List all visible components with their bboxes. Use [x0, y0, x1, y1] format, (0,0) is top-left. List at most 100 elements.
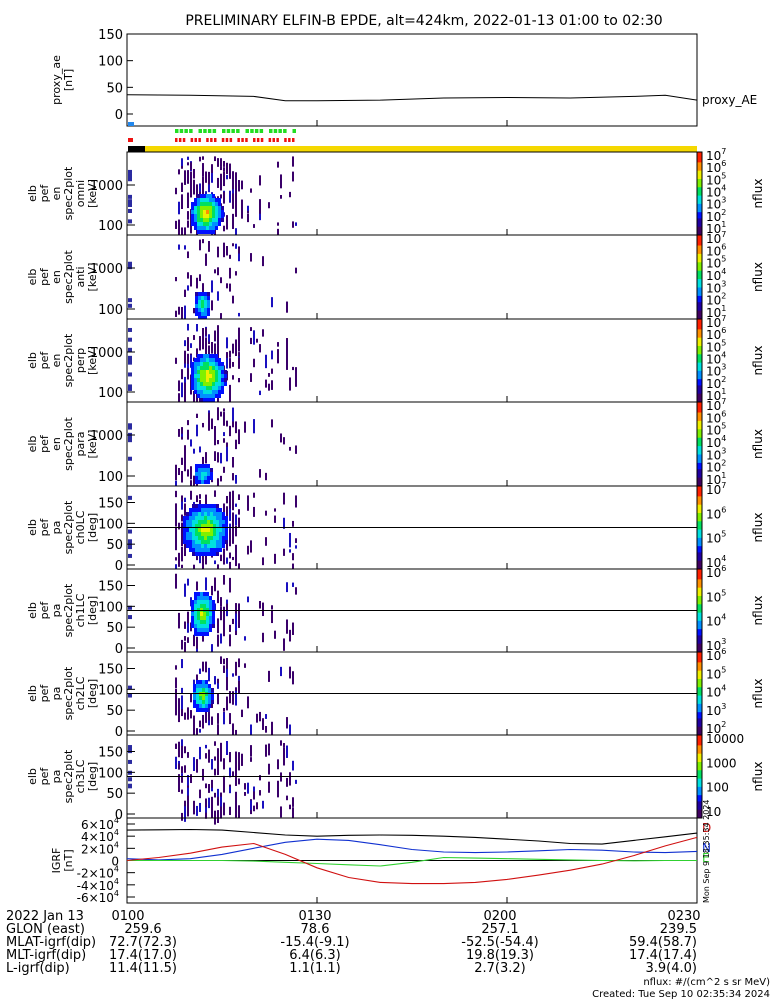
colorbar-segment: [697, 637, 702, 641]
colorbar-segment: [697, 604, 702, 607]
colorbar-tick-base: 10: [706, 507, 721, 521]
heatmap-cell: [128, 355, 132, 360]
heatmap-cell: [235, 344, 237, 357]
colorbar-segment: [697, 172, 702, 176]
heatmap-cell: [209, 604, 212, 608]
heatmap-cell: [190, 190, 192, 198]
heatmap-cell: [229, 767, 231, 778]
colorbar-segment: [697, 387, 702, 391]
heatmap-cell: [175, 576, 177, 589]
heatmap-cell: [191, 374, 194, 378]
heatmap-cell: [204, 540, 207, 544]
y-tick-label: 2×104: [81, 840, 119, 856]
heatmap-cell: [198, 548, 201, 552]
heatmap-cell: [193, 168, 195, 179]
colorbar-segment: [697, 329, 702, 332]
colorbar-tick-label: 106: [706, 326, 726, 342]
heatmap-cell: [195, 516, 198, 520]
colorbar-segment: [697, 510, 702, 514]
heatmap-cell: [220, 452, 222, 464]
heatmap-cell: [211, 171, 213, 183]
heatmap-cell: [198, 480, 201, 484]
heatmap-cell: [128, 261, 132, 266]
annotation-row-value: 19.8(19.3): [466, 948, 534, 963]
heatmap-cell: [207, 524, 210, 528]
colorbar-segment: [697, 450, 702, 453]
heatmap-cell: [215, 378, 218, 382]
colorbar-segment: [697, 377, 702, 380]
heatmap-cell: [202, 328, 204, 343]
heatmap-cell: [175, 187, 177, 195]
heatmap-cell: [208, 412, 210, 422]
heatmap-cell: [221, 210, 224, 214]
colorbar-segment: [697, 343, 702, 347]
sci-zone-green-marker: [207, 129, 212, 133]
heatmap-cell: [191, 218, 194, 222]
heatmap-cell: [215, 386, 218, 390]
heatmap-cell: [199, 696, 202, 700]
colorbar-segment: [697, 768, 702, 771]
colorbar-segment: [697, 737, 702, 740]
heatmap-cell: [190, 177, 192, 189]
colorbar-segment: [697, 235, 702, 238]
heatmap-cell: [283, 757, 285, 766]
heatmap-cell: [200, 592, 203, 596]
y-axis-label: IGRF: [50, 848, 63, 874]
colorbar-segment: [697, 410, 702, 413]
y-tick-label: 50: [106, 621, 123, 636]
heatmap-cell: [229, 634, 231, 647]
heatmap-cell: [214, 560, 216, 565]
heatmap-cell: [193, 726, 195, 740]
heatmap-cell: [128, 693, 132, 698]
heatmap-cell: [250, 337, 252, 345]
heatmap-cell: [232, 407, 234, 422]
colorbar-segment: [697, 293, 702, 297]
heatmap-cell: [196, 708, 199, 712]
heatmap-cell: [220, 656, 222, 664]
heatmap-cell: [215, 218, 218, 222]
heatmap-cell: [192, 504, 195, 508]
heatmap-cell: [195, 312, 198, 316]
heatmap-cell: [217, 564, 219, 570]
heatmap-cell: [268, 781, 270, 793]
heatmap-cell: [235, 629, 237, 636]
heatmap-cell: [196, 184, 198, 198]
colorbar-segment: [697, 427, 702, 430]
colorbar-segment: [697, 364, 702, 368]
colorbar-segment: [697, 452, 702, 455]
heatmap-cell: [212, 394, 215, 398]
heatmap-cell: [186, 524, 189, 528]
y-axis-label: elb: [26, 685, 39, 702]
heatmap-cell: [238, 675, 240, 681]
heatmap-cell: [205, 807, 207, 813]
colorbar-tick-label: 103: [706, 637, 726, 653]
heatmap-cell: [178, 428, 180, 437]
heatmap-cell: [203, 366, 206, 370]
side-timestamp: Mon Sep 9 18:35:34 2024: [702, 800, 711, 904]
heatmap-cell: [192, 548, 195, 552]
heatmap-cell: [205, 661, 207, 673]
colorbar-segment: [697, 676, 702, 680]
heatmap-cell: [226, 357, 228, 369]
sci-zone-green-marker: [254, 129, 259, 133]
heatmap-cell: [223, 412, 225, 426]
heatmap-cell: [196, 644, 198, 657]
y-tick-exp: 4: [114, 816, 119, 825]
colorbar-segment: [697, 589, 702, 593]
colorbar-tick-label: 107: [706, 481, 726, 497]
colorbar-tick-base: 1000: [706, 756, 737, 770]
heatmap-cell: [212, 230, 215, 234]
heatmap-cell: [217, 634, 219, 647]
heatmap-cell: [286, 745, 288, 758]
heatmap-cell: [206, 394, 209, 398]
colorbar-segment: [697, 788, 702, 792]
colorbar-segment: [697, 566, 702, 570]
heatmap-cell: [209, 378, 212, 382]
heatmap-cell: [206, 600, 209, 604]
sci-zone-green-marker: [226, 129, 231, 133]
heatmap-cell: [229, 529, 231, 536]
heatmap-cell: [192, 512, 195, 516]
heatmap-cell: [223, 503, 225, 514]
heatmap-cell: [223, 606, 225, 618]
heatmap-cell: [229, 190, 231, 203]
